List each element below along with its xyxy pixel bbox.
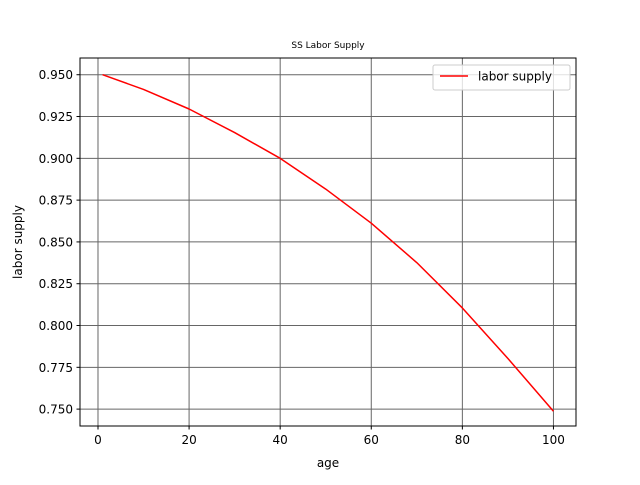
y-tick-label: 0.775 bbox=[39, 361, 73, 375]
y-tick-label: 0.750 bbox=[39, 403, 73, 417]
y-tick-label: 0.950 bbox=[39, 68, 73, 82]
x-tick-label: 20 bbox=[181, 433, 196, 447]
chart-title: SS Labor Supply bbox=[291, 41, 365, 51]
legend-box bbox=[432, 64, 571, 91]
x-tick-label: 100 bbox=[542, 433, 565, 447]
y-tick-label: 0.825 bbox=[39, 277, 73, 291]
y-tick-label: 0.900 bbox=[39, 152, 73, 166]
y-tick-label: 0.800 bbox=[39, 319, 73, 333]
legend-entry-label: labor supply bbox=[478, 70, 552, 84]
grid bbox=[80, 58, 576, 426]
ticks: 0 20 40 60 80 100 0.750 0.775 0.800 0.825 0.850 0.8… bbox=[39, 68, 565, 447]
y-tick-label: 0.925 bbox=[39, 110, 73, 124]
y-tick-label: 0.875 bbox=[39, 194, 73, 208]
y-axis-label: labor supply bbox=[11, 205, 25, 279]
x-tick-label: 60 bbox=[364, 433, 379, 447]
series-layer bbox=[102, 74, 555, 412]
legend: labor supply bbox=[432, 64, 571, 91]
series-line-labor-supply bbox=[102, 74, 555, 412]
x-tick-label: 80 bbox=[455, 433, 470, 447]
x-tick-label: 40 bbox=[273, 433, 288, 447]
y-tick-label: 0.850 bbox=[39, 235, 73, 249]
x-tick-label: 0 bbox=[94, 433, 102, 447]
x-axis-label: age bbox=[317, 456, 339, 470]
